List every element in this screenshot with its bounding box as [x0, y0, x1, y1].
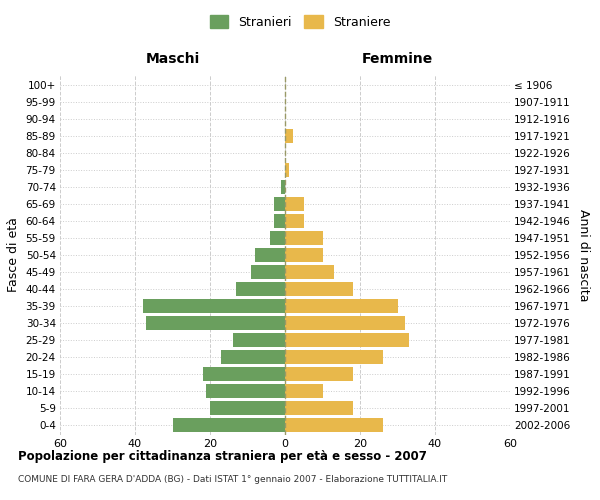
Bar: [285, 418, 383, 432]
Bar: [221, 350, 285, 364]
Bar: [206, 384, 285, 398]
Text: Maschi: Maschi: [145, 52, 200, 66]
Bar: [285, 299, 398, 312]
Bar: [285, 231, 323, 245]
Bar: [285, 282, 353, 296]
Bar: [143, 299, 285, 312]
Bar: [146, 316, 285, 330]
Text: Femmine: Femmine: [362, 52, 433, 66]
Text: COMUNE DI FARA GERA D'ADDA (BG) - Dati ISTAT 1° gennaio 2007 - Elaborazione TUTT: COMUNE DI FARA GERA D'ADDA (BG) - Dati I…: [18, 475, 447, 484]
Text: Popolazione per cittadinanza straniera per età e sesso - 2007: Popolazione per cittadinanza straniera p…: [18, 450, 427, 463]
Bar: [274, 214, 285, 228]
Bar: [285, 384, 323, 398]
Bar: [285, 401, 353, 414]
Y-axis label: Fasce di età: Fasce di età: [7, 218, 20, 292]
Bar: [285, 214, 304, 228]
Bar: [251, 265, 285, 279]
Bar: [281, 180, 285, 194]
Y-axis label: Anni di nascita: Anni di nascita: [577, 209, 590, 301]
Bar: [285, 316, 405, 330]
Bar: [274, 198, 285, 211]
Bar: [285, 248, 323, 262]
Bar: [270, 231, 285, 245]
Bar: [210, 401, 285, 414]
Bar: [285, 350, 383, 364]
Bar: [285, 333, 409, 346]
Bar: [203, 367, 285, 380]
Bar: [285, 265, 334, 279]
Bar: [255, 248, 285, 262]
Bar: [233, 333, 285, 346]
Legend: Stranieri, Straniere: Stranieri, Straniere: [206, 11, 394, 32]
Bar: [236, 282, 285, 296]
Bar: [285, 367, 353, 380]
Bar: [285, 198, 304, 211]
Bar: [285, 164, 289, 177]
Bar: [173, 418, 285, 432]
Bar: [285, 130, 293, 143]
